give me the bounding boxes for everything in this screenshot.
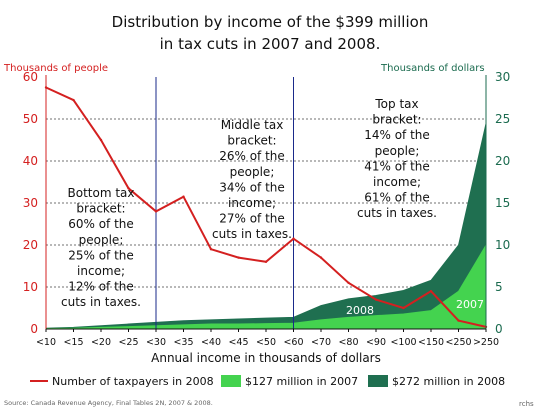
x-tick-label: <15 (63, 337, 83, 348)
left-tick-label: 40 (23, 154, 38, 168)
annotation-line: 14% of the (364, 128, 430, 142)
annotation-line: 25% of the (68, 248, 134, 262)
annotation-line: cuts in taxes. (212, 227, 292, 241)
annotation-line: 60% of the (68, 217, 134, 231)
left-tick-label: 30 (23, 196, 38, 210)
x-tick-label: <45 (228, 337, 248, 348)
x-tick-label: <50 (256, 337, 276, 348)
left-axis-title: Thousands of people (3, 63, 108, 74)
left-tick-label: 50 (23, 112, 38, 126)
annotation-line: income; (228, 196, 276, 210)
annotation-line: people; (230, 165, 275, 179)
annotation-line: 26% of the (219, 149, 285, 163)
series-labels: 2008 2007 (346, 298, 484, 317)
legend-swatch-2007 (221, 375, 241, 387)
area-127-million-in-2007 (45, 243, 487, 330)
annotation-line: income; (373, 175, 421, 189)
series-label-2008: 2008 (346, 304, 374, 317)
legend-label-taxpayers: Number of taxpayers in 2008 (52, 375, 214, 388)
right-tick-label: 30 (495, 70, 510, 84)
legend: Number of taxpayers in 2008 $127 million … (30, 375, 505, 388)
right-tick-label: 5 (495, 280, 503, 294)
x-tick-label: <70 (311, 337, 331, 348)
x-tick-label: <10 (36, 337, 56, 348)
right-tick-label: 0 (495, 322, 503, 336)
taxpayers-point (402, 306, 405, 310)
left-tick-label: 0 (30, 322, 38, 336)
taxpayers-point (264, 260, 268, 263)
annotation-line: cuts in taxes. (357, 206, 437, 220)
annotation-line: income; (77, 264, 125, 278)
bracket-dividers (155, 77, 294, 329)
taxpayers-point (347, 281, 350, 284)
left-tick-label: 10 (23, 280, 38, 294)
taxpayers-point (429, 290, 433, 293)
right-axis-title: Thousands of dollars (380, 63, 485, 74)
taxpayers-point (154, 210, 158, 213)
taxpayer-line-series (44, 86, 488, 329)
taxpayers-point (127, 187, 130, 190)
annotation-line: Bottom tax (68, 186, 135, 200)
right-tick-label: 15 (495, 196, 510, 210)
x-tick-label: <250 (445, 337, 471, 348)
annotation-line: 61% of the (364, 191, 430, 205)
x-tick-label: <40 (201, 337, 221, 348)
annotation-line: Top tax (374, 97, 418, 111)
annotation-line: 12% of the (68, 280, 134, 294)
right-tick-label: 25 (495, 112, 510, 126)
legend-swatch-2008 (368, 375, 388, 387)
annotation-line: bracket: (76, 202, 125, 216)
annotation-line: 41% of the (364, 159, 430, 173)
x-tick-label: <100 (390, 337, 416, 348)
x-tick-label: <35 (173, 337, 193, 348)
taxpayers-point (182, 195, 185, 198)
x-tick-label: <90 (366, 337, 386, 348)
taxpayers-point (237, 256, 240, 259)
chart-title-line-1: Distribution by income of the $399 milli… (112, 13, 429, 31)
x-tick-label: <150 (418, 337, 444, 348)
annotation-line: 27% of the (219, 212, 285, 226)
axes: 0 10 20 30 40 50 60 0 5 10 15 20 25 30 <10 <15 <20 <25 <30… (23, 70, 511, 348)
x-tick-label: <25 (118, 337, 138, 348)
taxpayers-point (209, 248, 213, 251)
x-tick-label: >250 (473, 337, 499, 348)
annotation-line: cuts in taxes. (61, 295, 141, 309)
annotation-line: 34% of the (219, 180, 285, 194)
taxpayers-point (457, 319, 460, 322)
taxpayers-point (374, 298, 378, 301)
gridlines (46, 118, 486, 288)
annotation-line: Middle tax (221, 118, 284, 132)
annotation-line: bracket: (227, 134, 276, 148)
left-tick-label: 20 (23, 238, 38, 252)
x-tick-label: <80 (338, 337, 358, 348)
x-tick-label: <30 (146, 337, 166, 348)
annotation-line: bracket: (372, 113, 421, 127)
credit-mark: rchs (519, 400, 534, 408)
right-tick-label: 20 (495, 154, 510, 168)
taxpayers-point (292, 237, 295, 240)
right-tick-label: 10 (495, 238, 510, 252)
annotation-line: people; (79, 233, 124, 247)
x-tick-label: <20 (91, 337, 111, 348)
taxpayers-point (72, 98, 75, 102)
chart-title-line-2: in tax cuts in 2007 and 2008. (160, 35, 381, 53)
area-series (45, 123, 487, 330)
x-axis-title: Annual income in thousands of dollars (151, 351, 381, 365)
series-label-2007: 2007 (456, 298, 484, 311)
taxpayers-point (99, 138, 103, 142)
source-note: Source: Canada Revenue Agency, Final Tab… (4, 399, 213, 407)
legend-label-2007: $127 million in 2007 (245, 375, 358, 388)
legend-label-2008: $272 million in 2008 (392, 375, 505, 388)
x-tick-label: <60 (283, 337, 303, 348)
left-tick-label: 60 (23, 70, 38, 84)
annotation-line: people; (375, 144, 420, 158)
taxpayers-point (319, 256, 323, 259)
